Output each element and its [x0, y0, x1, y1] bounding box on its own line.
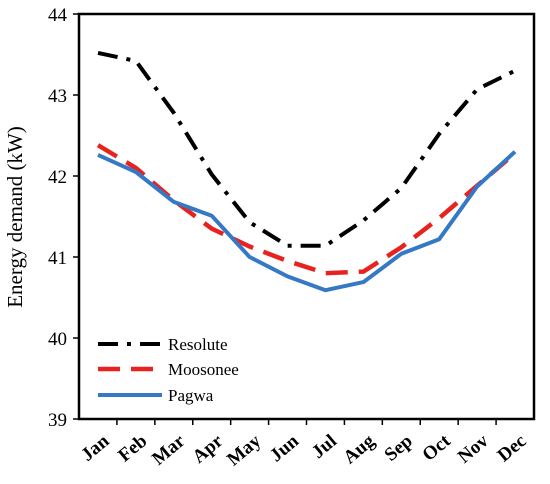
series-line-resolute [97, 50, 516, 248]
x-tick-label: Feb [114, 431, 151, 467]
y-tick-label: 42 [48, 167, 67, 188]
legend-label-pagwa: Pagwa [168, 386, 214, 405]
x-tick-label: Dec [494, 431, 531, 467]
y-tick-label: 44 [48, 5, 68, 26]
x-tick-label: Jun [266, 430, 303, 466]
legend-label-resolute: Resolute [168, 335, 228, 354]
legend-label-moosonee: Moosonee [168, 360, 239, 379]
x-tick-label: Sep [381, 431, 417, 466]
y-tick-label: 41 [48, 248, 67, 269]
y-tick-label: 39 [48, 410, 67, 431]
y-axis-ticks: 39 40 41 42 43 44 [48, 5, 79, 431]
series-lines [96, 50, 517, 293]
x-tick-label: May [223, 430, 265, 470]
x-tick-label: Nov [454, 430, 493, 467]
series-line-moosonee [96, 143, 517, 276]
y-tick-label: 40 [48, 329, 67, 350]
x-tick-label: Jul [308, 431, 341, 463]
x-tick-label: Aug [339, 430, 379, 468]
x-tick-label: Mar [148, 430, 189, 470]
legend: Resolute Moosonee Pagwa [98, 335, 239, 405]
x-tick-label: Jan [77, 430, 113, 465]
series-line-pagwa [97, 150, 517, 293]
x-tick-label: Apr [189, 430, 228, 467]
x-tick-label: Oct [419, 430, 456, 466]
y-tick-label: 43 [48, 86, 67, 107]
y-axis-title: Energy demand (kW) [3, 126, 27, 308]
